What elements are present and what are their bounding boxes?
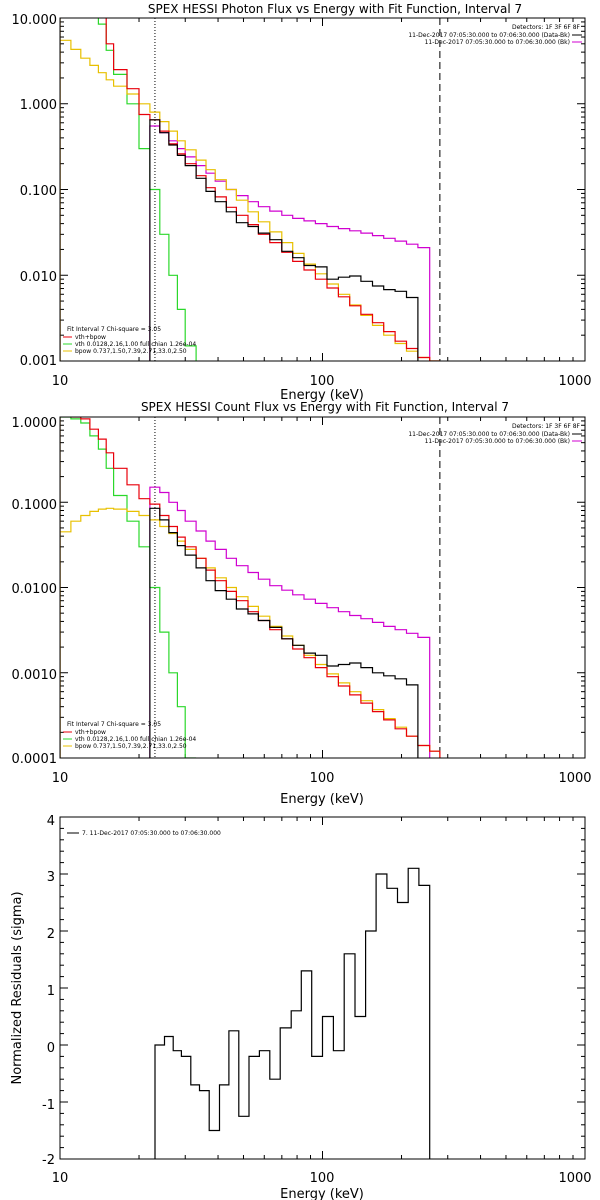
chart-1-ytick: 10.000 — [12, 13, 58, 28]
chart-1-legend-total: vth+bpow — [75, 334, 106, 341]
chart-3-xlabel: Energy (keV) — [280, 1187, 364, 1200]
chart-2-legend-vth: vth 0.0128,2.16,1.00 full chian 1.26e-04 — [75, 736, 196, 743]
chart-3-ytick: 1 — [47, 984, 55, 999]
series-bk-line — [149, 486, 431, 758]
residuals-chart: 4 3 2 1 0 -1 -2 10 100 1000 Energy (keV)… — [10, 814, 592, 1200]
chart-1-frame — [59, 17, 586, 362]
chart-2-ytick: 0.0100 — [12, 582, 58, 597]
chart-1-ytick: 0.100 — [20, 184, 57, 199]
chart-2-legend-total: vth+bpow — [75, 729, 106, 736]
count-flux-chart: SPEX HESSI Count Flux vs Energy with Fit… — [12, 400, 592, 807]
chart-3-ytick: 2 — [47, 927, 55, 942]
chart-3-ytick: 3 — [47, 870, 55, 885]
chart-1-detectors: Detectors: 1F 3F 6F 8F — [512, 24, 581, 31]
chart-3-ylabel: Normalized Residuals (sigma) — [10, 891, 25, 1084]
chart-2-ytick: 0.1000 — [12, 498, 58, 513]
chart-1-header-data: 11-Dec-2017 07:05:30.000 to 07:06:30.000… — [408, 32, 570, 39]
photon-flux-chart: SPEX HESSI Photon Flux vs Energy with Fi… — [12, 2, 592, 403]
chart-2-xlabel: Energy (keV) — [280, 792, 364, 807]
chart-2-fit-info: Fit Interval 7 Chi-square = 3.05 — [67, 721, 161, 728]
chart-1-header-bk: 11-Dec-2017 07:05:30.000 to 07:06:30.000… — [425, 39, 570, 46]
chart-1-fit-info: Fit Interval 7 Chi-square = 3.05 — [67, 326, 161, 333]
chart-1-xtick: 10 — [52, 374, 69, 389]
chart-2-ytick: 0.0001 — [12, 752, 58, 767]
chart-3-ytick: -2 — [42, 1153, 55, 1168]
chart-1-title: SPEX HESSI Photon Flux vs Energy with Fi… — [148, 2, 522, 16]
chart-1-xlabel: Energy (keV) — [280, 388, 364, 403]
chart-2-xtick: 10 — [52, 771, 69, 786]
chart-2-ytick: 1.0000 — [12, 416, 58, 431]
chart-1-xtick: 1000 — [558, 374, 591, 389]
chart-3-frame — [59, 816, 586, 1160]
series-data-line — [154, 867, 431, 1159]
chart-2-legend-bpow: bpow 0.737,1.50,7.39,2.71,33.0,2.50 — [75, 743, 187, 750]
chart-1-ytick: 0.010 — [20, 270, 57, 285]
series-total-line — [60, 417, 441, 758]
chart-2-title: SPEX HESSI Count Flux vs Energy with Fit… — [141, 400, 509, 414]
series-bpow-line — [60, 39, 440, 361]
series-vth-line — [60, 417, 197, 758]
chart-3-xtick: 100 — [310, 1171, 335, 1186]
chart-1-ytick: 1.000 — [20, 98, 57, 113]
chart-2-ytick: 0.0010 — [12, 668, 58, 683]
series-vth-line — [60, 18, 207, 361]
chart-3-xtick: 1000 — [558, 1171, 591, 1186]
series-bk-line — [149, 125, 431, 361]
series-data-line — [149, 119, 419, 361]
chart-2-header-data: 11-Dec-2017 07:05:30.000 to 07:06:30.000… — [408, 431, 570, 438]
chart-1-legend-bpow: bpow 0.737,1.50,7.39,2.71,33.0,2.50 — [75, 348, 187, 355]
chart-2-frame — [59, 416, 586, 759]
series-total-line — [60, 18, 440, 361]
chart-2-detectors: Detectors: 1F 3F 6F 8F — [512, 423, 581, 430]
chart-1-xtick: 100 — [310, 374, 335, 389]
chart-3-ytick: -1 — [42, 1098, 55, 1113]
chart-3-xtick: 10 — [52, 1171, 69, 1186]
chart-1-legend-vth: vth 0.0128,2.16,1.00 full chian 1.26e-04 — [75, 341, 196, 348]
chart-1-ytick: 0.001 — [20, 354, 57, 369]
chart-3-legend: 7. 11-Dec-2017 07:05:30.000 to 07:06:30.… — [82, 830, 221, 837]
chart-3-ytick: 4 — [47, 814, 55, 829]
chart-2-xtick: 1000 — [558, 771, 591, 786]
series-data-line — [149, 507, 419, 758]
chart-2-xtick: 100 — [310, 771, 335, 786]
chart-2-header-bk: 11-Dec-2017 07:05:30.000 to 07:06:30.000… — [425, 438, 570, 445]
chart-3-ytick: 0 — [47, 1041, 55, 1056]
